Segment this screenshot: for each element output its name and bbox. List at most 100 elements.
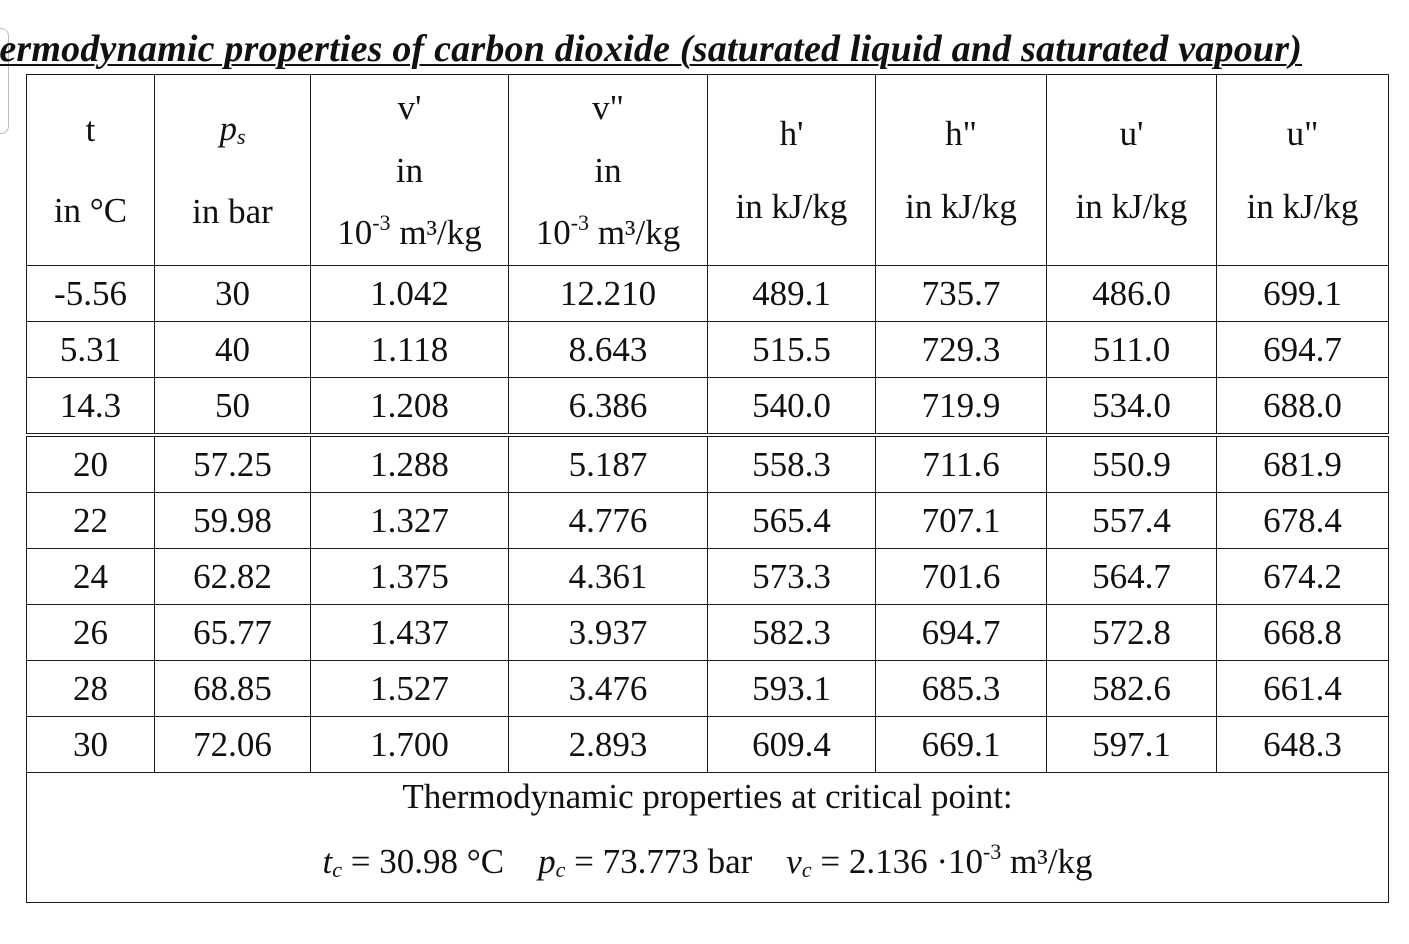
- cell-v-liquid: 1.288: [310, 433, 509, 493]
- header-ps: ps in bar: [154, 74, 311, 266]
- cell-u-liquid: 534.0: [1046, 377, 1217, 436]
- cell-ps: 65.77: [154, 604, 311, 661]
- cell-u-vapour: 648.3: [1216, 716, 1389, 773]
- table-row: 30 72.06 1.700 2.893 609.4 669.1 597.1 648.3: [26, 716, 1389, 773]
- cell-t: 26: [26, 604, 155, 661]
- cell-t: 14.3: [26, 377, 155, 436]
- cell-u-liquid: 511.0: [1046, 321, 1217, 378]
- cell-t: 30: [26, 716, 155, 773]
- cell-t: 5.31: [26, 321, 155, 378]
- cell-u-liquid: 550.9: [1046, 433, 1217, 493]
- cell-u-liquid: 582.6: [1046, 660, 1217, 717]
- cell-v-vapour: 8.643: [508, 321, 708, 378]
- critical-v-sub: c: [801, 857, 812, 882]
- header-v-vapour: v" in 10-3 m³/kg: [508, 74, 708, 266]
- cell-t: 20: [26, 433, 155, 493]
- cell-h-vapour: 669.1: [875, 716, 1047, 773]
- cell-t: 24: [26, 548, 155, 605]
- cell-ps: 62.82: [154, 548, 311, 605]
- table-row: -5.56 30 1.042 12.210 489.1 735.7 486.0 699.1: [26, 265, 1389, 322]
- cell-t: -5.56: [26, 265, 155, 322]
- critical-v-symbol: v: [786, 842, 802, 881]
- cell-v-vapour: 4.361: [508, 548, 708, 605]
- critical-point-values: tc = 30.98 °C pc = 73.773 bar vc = 2.136 ·…: [27, 839, 1388, 883]
- cell-h-vapour: 685.3: [875, 660, 1047, 717]
- cell-v-liquid: 1.700: [310, 716, 509, 773]
- cell-u-liquid: 557.4: [1046, 492, 1217, 549]
- header-t: t in °C: [26, 74, 155, 266]
- cell-h-vapour: 707.1: [875, 492, 1047, 549]
- cell-ps: 30: [154, 265, 311, 322]
- header-h-liquid-unit: in kJ/kg: [735, 187, 848, 226]
- header-ps-unit: in bar: [192, 192, 273, 231]
- table-row: 26 65.77 1.437 3.937 582.3 694.7 572.8 668.8: [26, 604, 1389, 661]
- cell-h-liquid: 515.5: [707, 321, 876, 378]
- cell-h-liquid: 582.3: [707, 604, 876, 661]
- header-u-vapour-unit: in kJ/kg: [1246, 187, 1359, 226]
- cell-u-vapour: 688.0: [1216, 377, 1389, 436]
- header-h-vapour-symbol: h": [945, 114, 977, 153]
- cell-ps: 50: [154, 377, 311, 436]
- header-u-vapour: u" in kJ/kg: [1216, 74, 1389, 266]
- header-v-vapour-symbol: v": [592, 88, 624, 127]
- cell-u-vapour: 674.2: [1216, 548, 1389, 605]
- cell-ps: 72.06: [154, 716, 311, 773]
- header-v-liquid-unit: m³/kg: [399, 213, 482, 252]
- cell-v-vapour: 2.893: [508, 716, 708, 773]
- cell-v-liquid: 1.437: [310, 604, 509, 661]
- cell-v-liquid: 1.118: [310, 321, 509, 378]
- header-u-liquid: u' in kJ/kg: [1046, 74, 1217, 266]
- cell-u-vapour: 681.9: [1216, 433, 1389, 493]
- cell-u-vapour: 668.8: [1216, 604, 1389, 661]
- cell-ps: 40: [154, 321, 311, 378]
- cell-h-vapour: 735.7: [875, 265, 1047, 322]
- cell-u-liquid: 564.7: [1046, 548, 1217, 605]
- critical-v-value: = 2.136 ·10: [820, 842, 983, 881]
- cell-u-liquid: 486.0: [1046, 265, 1217, 322]
- header-v-vapour-in: in: [594, 151, 622, 190]
- cell-h-vapour: 694.7: [875, 604, 1047, 661]
- table-row: 24 62.82 1.375 4.361 573.3 701.6 564.7 674.2: [26, 548, 1389, 605]
- header-t-unit: in °C: [53, 191, 128, 230]
- header-v-liquid-exp: -3: [372, 210, 391, 235]
- header-h-vapour-unit: in kJ/kg: [905, 187, 1017, 226]
- cell-ps: 68.85: [154, 660, 311, 717]
- cell-u-vapour: 694.7: [1216, 321, 1389, 378]
- header-v-vapour-unit: m³/kg: [597, 213, 681, 252]
- table-title: hermodynamic properties of carbon dioxid…: [0, 28, 1303, 70]
- table-row: 14.3 50 1.208 6.386 540.0 719.9 534.0 688.0: [26, 377, 1389, 436]
- table-row: 22 59.98 1.327 4.776 565.4 707.1 557.4 678.4: [26, 492, 1389, 549]
- cell-h-liquid: 609.4: [707, 716, 876, 773]
- cell-h-liquid: 540.0: [707, 377, 876, 436]
- critical-p-value: = 73.773 bar: [574, 842, 753, 881]
- header-v-liquid-symbol: v': [397, 88, 422, 127]
- table-row: 20 57.25 1.288 5.187 558.3 711.6 550.9 681.9: [26, 433, 1389, 493]
- cell-v-liquid: 1.527: [310, 660, 509, 717]
- critical-point-row: Thermodynamic properties at critical poi…: [26, 772, 1389, 903]
- header-u-liquid-symbol: u': [1119, 114, 1144, 153]
- cell-v-vapour: 3.937: [508, 604, 708, 661]
- cell-v-vapour: 3.476: [508, 660, 708, 717]
- critical-t-symbol: t: [322, 842, 333, 881]
- cell-t: 22: [26, 492, 155, 549]
- header-u-vapour-symbol: u": [1286, 114, 1319, 153]
- cell-v-liquid: 1.375: [310, 548, 509, 605]
- critical-point-cell: Thermodynamic properties at critical poi…: [26, 772, 1389, 903]
- cell-v-liquid: 1.208: [310, 377, 509, 436]
- cell-v-liquid: 1.042: [310, 265, 509, 322]
- header-row: t in °C ps in bar v' in 10-3 m³/kg v" in…: [26, 74, 1389, 266]
- cell-h-liquid: 573.3: [707, 548, 876, 605]
- header-t-symbol: t: [85, 110, 96, 149]
- header-ps-subscript: s: [236, 124, 246, 149]
- cell-h-vapour: 719.9: [875, 377, 1047, 436]
- cell-h-liquid: 565.4: [707, 492, 876, 549]
- critical-t-value: = 30.98 °C: [350, 842, 505, 881]
- cell-h-vapour: 729.3: [875, 321, 1047, 378]
- header-v-liquid-in: in: [395, 151, 424, 190]
- header-u-liquid-unit: in kJ/kg: [1075, 187, 1188, 226]
- header-v-liquid-base: 10: [337, 213, 373, 252]
- cell-ps: 59.98: [154, 492, 311, 549]
- cell-u-vapour: 661.4: [1216, 660, 1389, 717]
- table-row: 5.31 40 1.118 8.643 515.5 729.3 511.0 694.7: [26, 321, 1389, 378]
- co2-properties-table: t in °C ps in bar v' in 10-3 m³/kg v" in…: [26, 74, 1389, 903]
